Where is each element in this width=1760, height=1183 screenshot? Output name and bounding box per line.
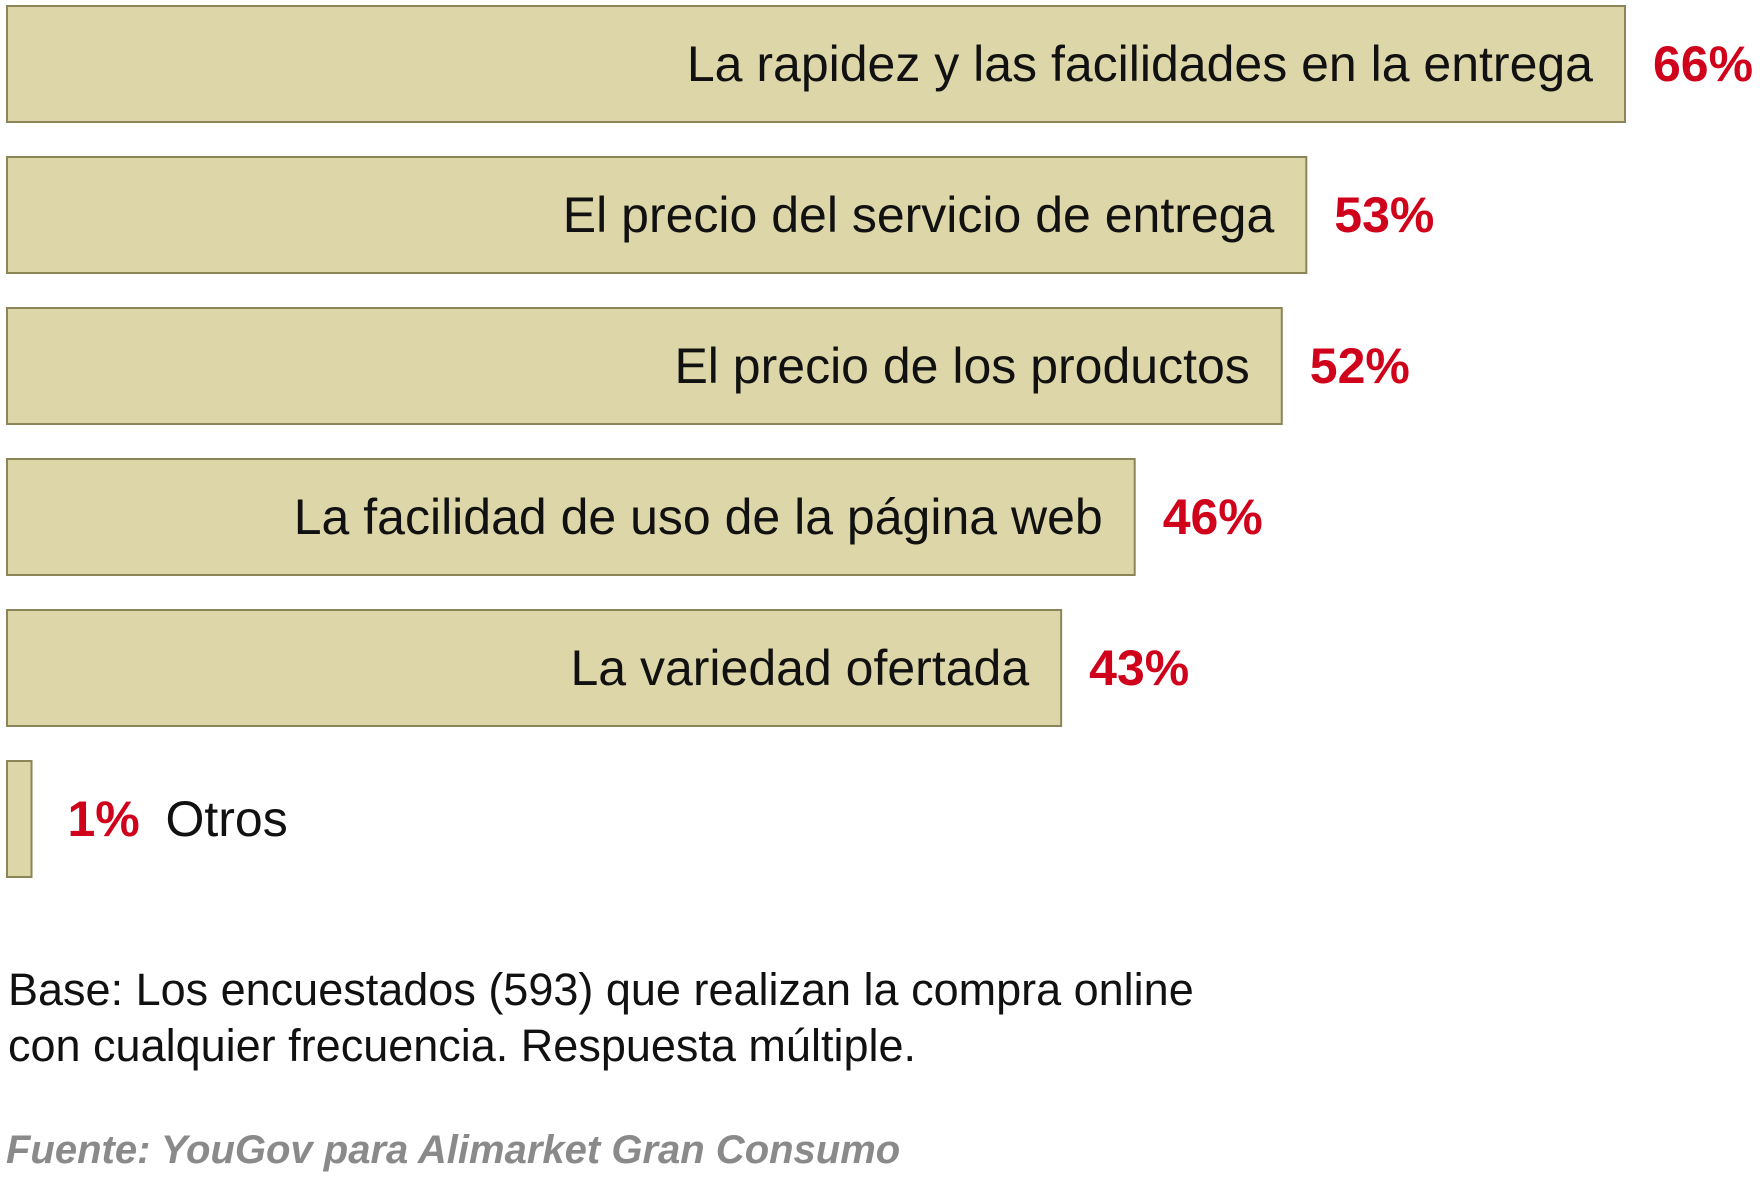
base-note-line-2: con cualquier frecuencia. Respuesta múlt… <box>8 1020 916 1071</box>
bar <box>6 760 33 878</box>
bar-value-label: 1% <box>68 791 140 847</box>
bar-value-label: 43% <box>1089 640 1189 696</box>
bar-category-label: El precio del servicio de entrega <box>563 187 1275 243</box>
bar-value-label: 52% <box>1310 338 1410 394</box>
bar-category-label: La variedad ofertada <box>570 640 1029 696</box>
base-note-line-1: Base: Los encuestados (593) que realizan… <box>8 964 1194 1015</box>
bar <box>6 156 1308 274</box>
base-note: Base: Los encuestados (593) que realizan… <box>8 962 1508 1074</box>
bar <box>6 5 1626 123</box>
bar-category-label: La facilidad de uso de la página web <box>294 489 1103 545</box>
bar-value-label: 66% <box>1653 36 1753 92</box>
bar-value-label: 46% <box>1163 489 1263 545</box>
bar-category-label: Otros <box>166 791 288 847</box>
bar-chart: La rapidez y las facilidades en la entre… <box>6 5 1753 878</box>
bar <box>6 609 1063 727</box>
bar-value-label: 53% <box>1334 187 1434 243</box>
bar <box>6 458 1136 576</box>
bar-category-label: El precio de los productos <box>674 338 1249 394</box>
bar-category-label: La rapidez y las facilidades en la entre… <box>687 36 1593 92</box>
bar <box>6 307 1283 425</box>
source-credit: Fuente: YouGov para Alimarket Gran Consu… <box>6 1128 901 1172</box>
